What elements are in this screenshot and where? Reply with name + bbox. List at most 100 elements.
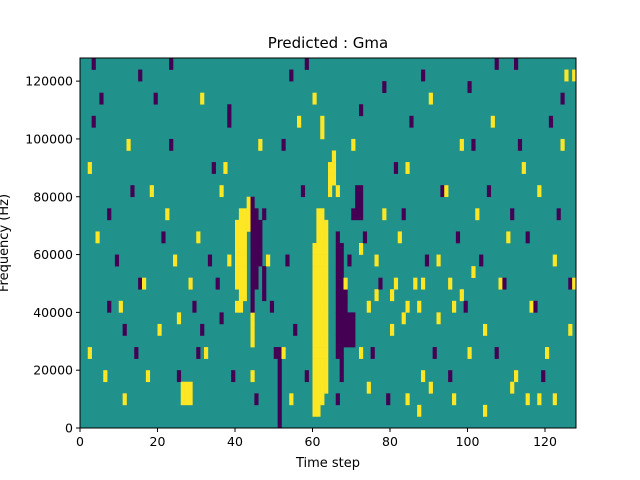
x-axis-label: Time step bbox=[295, 456, 360, 471]
heatmap-cell bbox=[107, 208, 112, 221]
heatmap-cell bbox=[328, 185, 333, 198]
heatmap-cell bbox=[560, 138, 565, 151]
heatmap-cell bbox=[324, 266, 329, 278]
heatmap-cell bbox=[448, 370, 453, 383]
heatmap-cell bbox=[250, 277, 255, 290]
heatmap-cell bbox=[196, 231, 201, 244]
heatmap-cell bbox=[347, 323, 352, 336]
heatmap-cell bbox=[176, 370, 182, 383]
heatmap-cell bbox=[316, 393, 321, 406]
heatmap-cell bbox=[238, 300, 244, 313]
heatmap-cell bbox=[316, 289, 321, 302]
heatmap-cell bbox=[138, 277, 143, 290]
heatmap-cell bbox=[258, 231, 263, 244]
heatmap-cell bbox=[238, 254, 244, 267]
heatmap-cell bbox=[304, 58, 309, 70]
heatmap-cell bbox=[537, 185, 542, 198]
heatmap-cell bbox=[312, 243, 317, 255]
heatmap-cell bbox=[324, 358, 329, 371]
heatmap-cell bbox=[235, 231, 240, 244]
heatmap-cell bbox=[552, 254, 557, 267]
heatmap-cell bbox=[335, 289, 340, 302]
heatmap-cell bbox=[335, 323, 340, 336]
heatmap-cell bbox=[366, 300, 371, 313]
heatmap-cell bbox=[324, 254, 329, 267]
heatmap-cell bbox=[343, 289, 348, 302]
heatmap-cell bbox=[316, 266, 321, 278]
heatmap-cell bbox=[320, 254, 325, 267]
heatmap-cell bbox=[235, 219, 240, 232]
heatmap-cell bbox=[316, 243, 321, 255]
heatmap-cell bbox=[312, 266, 317, 278]
heatmap-cell bbox=[316, 277, 321, 290]
heatmap-cell bbox=[552, 393, 557, 406]
heatmap-cell bbox=[463, 300, 468, 313]
heatmap-cell bbox=[548, 115, 554, 128]
heatmap-cell bbox=[339, 289, 344, 302]
heatmap-cell bbox=[421, 277, 426, 290]
heatmap-cell bbox=[169, 138, 174, 151]
heatmap-cell bbox=[331, 150, 337, 163]
heatmap-cell bbox=[374, 289, 379, 302]
heatmap-cell bbox=[277, 404, 282, 417]
heatmap-cell bbox=[483, 323, 488, 336]
heatmap-cell bbox=[324, 370, 329, 383]
heatmap-cell bbox=[262, 289, 267, 302]
heatmap-cell bbox=[335, 312, 340, 325]
heatmap-cell bbox=[246, 208, 251, 221]
heatmap-cell bbox=[227, 104, 232, 117]
heatmap-cell bbox=[320, 266, 325, 278]
heatmap-cell bbox=[413, 277, 418, 290]
x-tick-label: 120 bbox=[533, 434, 557, 449]
heatmap-cell bbox=[564, 69, 569, 82]
heatmap-cell bbox=[362, 231, 368, 244]
heatmap-cell bbox=[227, 254, 232, 267]
heatmap-cell bbox=[316, 300, 321, 313]
heatmap-cell bbox=[238, 208, 244, 221]
heatmap-cell bbox=[320, 323, 325, 336]
heatmap-cell bbox=[130, 185, 135, 198]
heatmap-cell bbox=[452, 393, 457, 406]
heatmap-cell bbox=[359, 196, 364, 209]
heatmap-cell bbox=[316, 381, 321, 394]
heatmap-cell bbox=[320, 381, 325, 394]
heatmap-cell bbox=[316, 347, 321, 359]
heatmap-cell bbox=[254, 231, 259, 244]
heatmap-cell bbox=[324, 381, 329, 394]
heatmap-cell bbox=[517, 138, 523, 151]
heatmap-cell bbox=[320, 231, 325, 244]
heatmap-cell bbox=[238, 277, 244, 290]
heatmap-cell bbox=[316, 370, 321, 383]
heatmap-cell bbox=[103, 370, 108, 383]
heatmap-cell bbox=[324, 289, 329, 302]
heatmap-cell bbox=[161, 231, 166, 244]
heatmap-cell bbox=[312, 312, 317, 325]
heatmap-cell bbox=[347, 312, 352, 325]
heatmap-cell bbox=[173, 254, 178, 267]
heatmap-cell bbox=[149, 185, 154, 198]
heatmap-cell bbox=[335, 266, 340, 278]
heatmap-cell bbox=[176, 312, 182, 325]
heatmap-cell bbox=[277, 393, 282, 406]
heatmap-cell bbox=[324, 300, 329, 313]
y-tick-label: 120000 bbox=[25, 74, 73, 89]
heatmap-cell bbox=[393, 277, 399, 290]
heatmap-cell bbox=[455, 231, 461, 244]
heatmap-cell bbox=[204, 347, 209, 359]
heatmap-cell bbox=[339, 323, 344, 336]
heatmap-cell bbox=[235, 243, 240, 255]
heatmap-cell bbox=[316, 404, 321, 417]
heatmap-cell bbox=[312, 370, 317, 383]
heatmap-cell bbox=[452, 300, 457, 313]
heatmap-cell bbox=[366, 381, 371, 394]
heatmap-cell bbox=[254, 243, 259, 255]
heatmap-cell bbox=[459, 289, 464, 302]
heatmap-cell bbox=[250, 196, 255, 209]
heatmap-cell bbox=[572, 69, 577, 82]
heatmap-cell bbox=[351, 138, 356, 151]
heatmap-cell bbox=[448, 277, 453, 290]
heatmap-cell bbox=[250, 266, 255, 278]
heatmap-cell bbox=[556, 208, 561, 221]
heatmap-cell bbox=[568, 323, 573, 336]
heatmap-cell bbox=[335, 254, 340, 267]
